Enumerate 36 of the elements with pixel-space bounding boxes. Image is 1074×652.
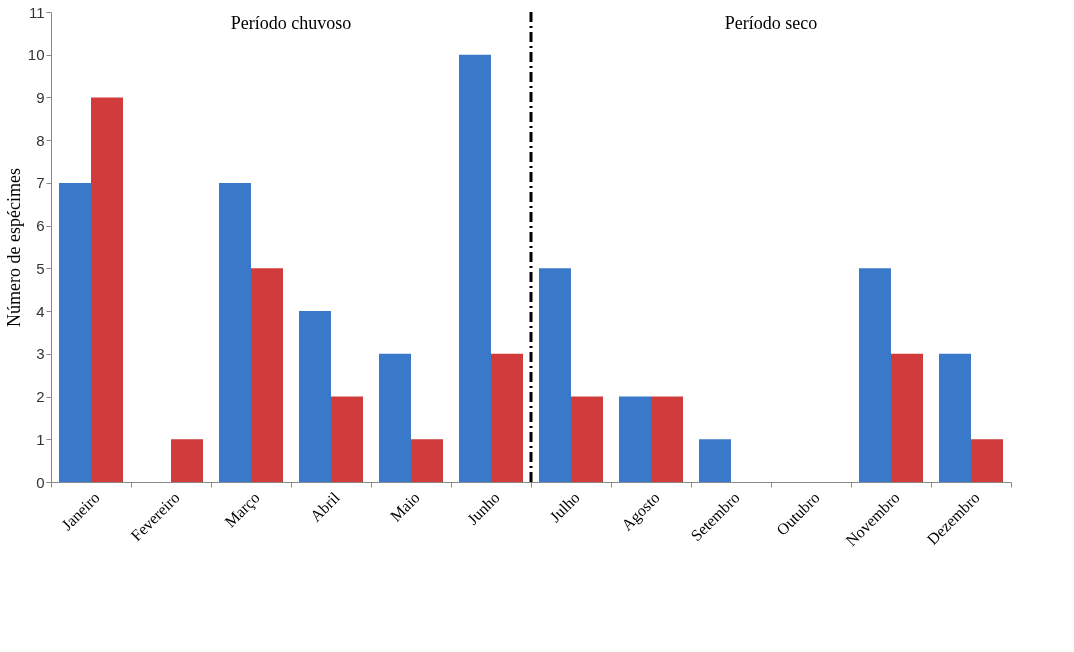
y-tick-label: 2 [36, 388, 45, 406]
y-tick-label: 7 [36, 174, 45, 192]
y-tick-label: 6 [36, 217, 45, 235]
x-tick-label: Maio [386, 488, 423, 525]
y-tick-label: 3 [36, 345, 45, 363]
bar [459, 54, 491, 482]
bar [331, 396, 363, 482]
y-tick-label: 10 [27, 46, 45, 64]
bar [171, 439, 203, 482]
y-tick-label: 5 [36, 259, 45, 277]
annotation: Período chuvoso [230, 13, 352, 33]
y-tick-label: 4 [36, 302, 45, 320]
bar [971, 439, 1003, 482]
bar [411, 439, 443, 482]
y-tick-label: 11 [28, 3, 45, 21]
y-tick-label: 0 [36, 473, 45, 491]
bar [539, 268, 571, 482]
y-tick-label: 1 [36, 430, 45, 448]
bar [699, 439, 731, 482]
bar [299, 311, 331, 482]
y-tick-label: 8 [36, 131, 45, 149]
bar [619, 396, 651, 482]
y-tick-label: 9 [36, 88, 45, 106]
annotation: Período seco [724, 13, 818, 33]
bar [571, 396, 603, 482]
bar [59, 182, 91, 482]
bar [251, 268, 283, 482]
bar [939, 353, 971, 482]
bar [859, 268, 891, 482]
bar [491, 353, 523, 482]
y-axis-title: Número de espécimes [3, 168, 24, 327]
bar [91, 97, 123, 482]
bar [651, 396, 683, 482]
bar [891, 353, 923, 482]
bar [219, 182, 251, 482]
bar [379, 353, 411, 482]
